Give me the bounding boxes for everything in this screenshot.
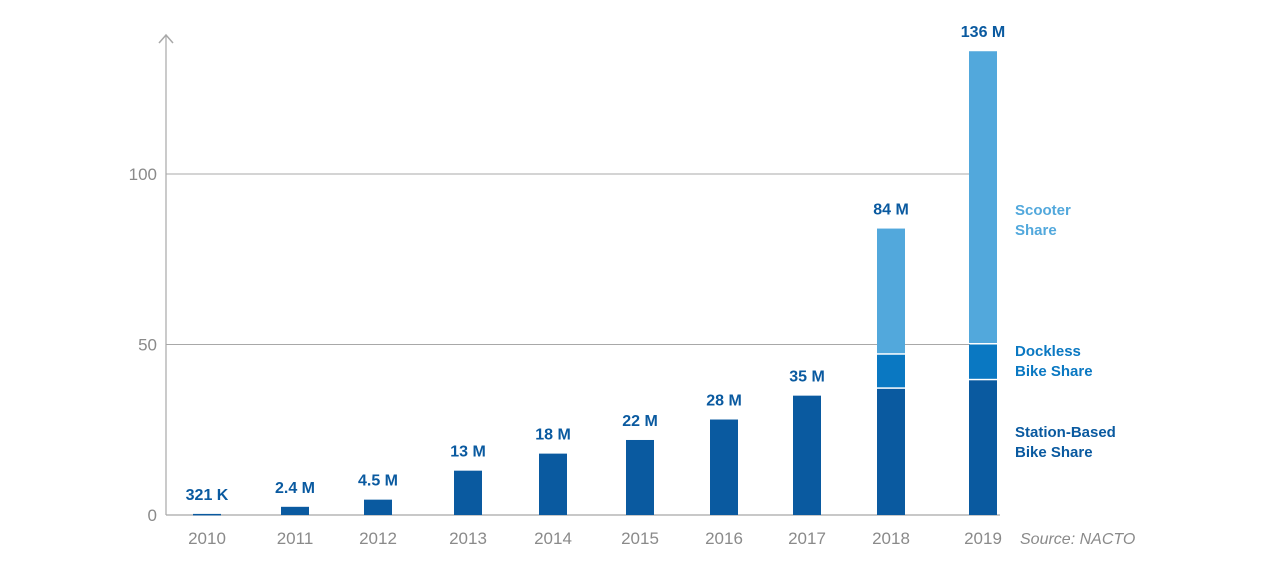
x-tick-label-2010: 2010 (188, 529, 226, 548)
data-label-2010: 321 K (186, 487, 229, 504)
bar-2012-station-based-bike-share (364, 499, 392, 515)
data-label-2013: 13 M (450, 444, 486, 461)
y-tick-label: 100 (129, 165, 157, 184)
data-label-2017: 35 M (789, 369, 825, 386)
legend-label-scooter-share: Scooter (1015, 202, 1071, 219)
y-tick-label: 0 (148, 506, 157, 525)
bar-2018-dockless-bike-share (877, 354, 905, 388)
x-tick-label-2018: 2018 (872, 529, 910, 548)
bar-2011-station-based-bike-share (281, 506, 309, 515)
y-tick-label: 50 (138, 336, 157, 355)
x-tick-label-2019: 2019 (964, 529, 1002, 548)
data-label-2011: 2.4 M (275, 480, 315, 497)
data-label-2019: 136 M (961, 24, 1005, 41)
x-tick-label-2014: 2014 (534, 529, 572, 548)
bar-2016-station-based-bike-share (710, 419, 738, 515)
bar-2017-station-based-bike-share (793, 395, 821, 515)
bar-2019-scooter-share (969, 51, 997, 344)
data-label-2015: 22 M (622, 413, 658, 430)
bar-2010-station-based-bike-share (193, 513, 221, 516)
bar-2018-scooter-share (877, 228, 905, 354)
data-label-2012: 4.5 M (358, 473, 398, 490)
x-tick-label-2015: 2015 (621, 529, 659, 548)
bar-2013-station-based-bike-share (454, 470, 482, 515)
legend-label-station-based-bike-share: Station-Based (1015, 424, 1116, 441)
bar-2019-station-based-bike-share (969, 380, 997, 515)
bar-2014-station-based-bike-share (539, 453, 567, 515)
bar-2015-station-based-bike-share (626, 439, 654, 515)
bar-2018-station-based-bike-share (877, 388, 905, 515)
source-note: Source: NACTO (1020, 531, 1135, 548)
x-tick-label-2013: 2013 (449, 529, 487, 548)
data-label-2018: 84 M (873, 202, 909, 219)
legend-label-dockless-bike-share: Bike Share (1015, 363, 1093, 380)
x-tick-label-2016: 2016 (705, 529, 743, 548)
data-label-2014: 18 M (535, 427, 571, 444)
legend-label-scooter-share: Share (1015, 222, 1057, 239)
legend-label-station-based-bike-share: Bike Share (1015, 444, 1093, 461)
x-tick-label-2012: 2012 (359, 529, 397, 548)
y-axis-arrow-icon (158, 33, 174, 44)
x-tick-label-2011: 2011 (277, 529, 314, 548)
legend-label-dockless-bike-share: Dockless (1015, 343, 1081, 360)
data-label-2016: 28 M (706, 393, 742, 410)
x-tick-label-2017: 2017 (788, 529, 826, 548)
bar-2019-dockless-bike-share (969, 344, 997, 379)
